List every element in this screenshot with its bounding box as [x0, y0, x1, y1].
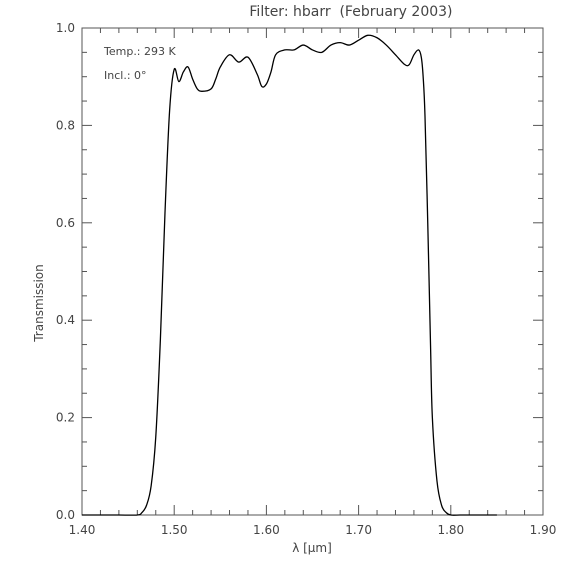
chart-title: Filter: hbarr	[249, 4, 330, 20]
y-axis-ticks: 0.0 0.2 0.4 0.6 0.8 1.0	[56, 21, 543, 522]
x-tick-label: 1.80	[437, 523, 464, 537]
chart-subtitle: (February 2003)	[339, 4, 452, 20]
y-tick-label: 0.2	[56, 411, 75, 425]
x-tick-label: 1.60	[253, 523, 280, 537]
x-tick-label: 1.70	[345, 523, 372, 537]
x-tick-label: 1.90	[530, 523, 557, 537]
y-tick-label: 0.0	[56, 508, 75, 522]
y-tick-label: 0.6	[56, 216, 75, 230]
x-axis-ticks: 1.40 1.50 1.60 1.70 1.80 1.90	[69, 28, 557, 537]
y-axis-label: Transmission	[32, 264, 46, 343]
x-tick-label: 1.40	[69, 523, 96, 537]
annotation-incl: Incl.: 0°	[104, 69, 147, 82]
x-tick-label: 1.50	[161, 523, 188, 537]
y-tick-label: 0.8	[56, 118, 75, 132]
annotation-temp: Temp.: 293 K	[103, 45, 177, 58]
y-tick-label: 1.0	[56, 21, 75, 35]
plot-frame	[81, 27, 544, 516]
x-axis-label: λ [μm]	[292, 541, 332, 555]
y-tick-label: 0.4	[56, 313, 75, 327]
series-line-transmission	[82, 34, 497, 516]
